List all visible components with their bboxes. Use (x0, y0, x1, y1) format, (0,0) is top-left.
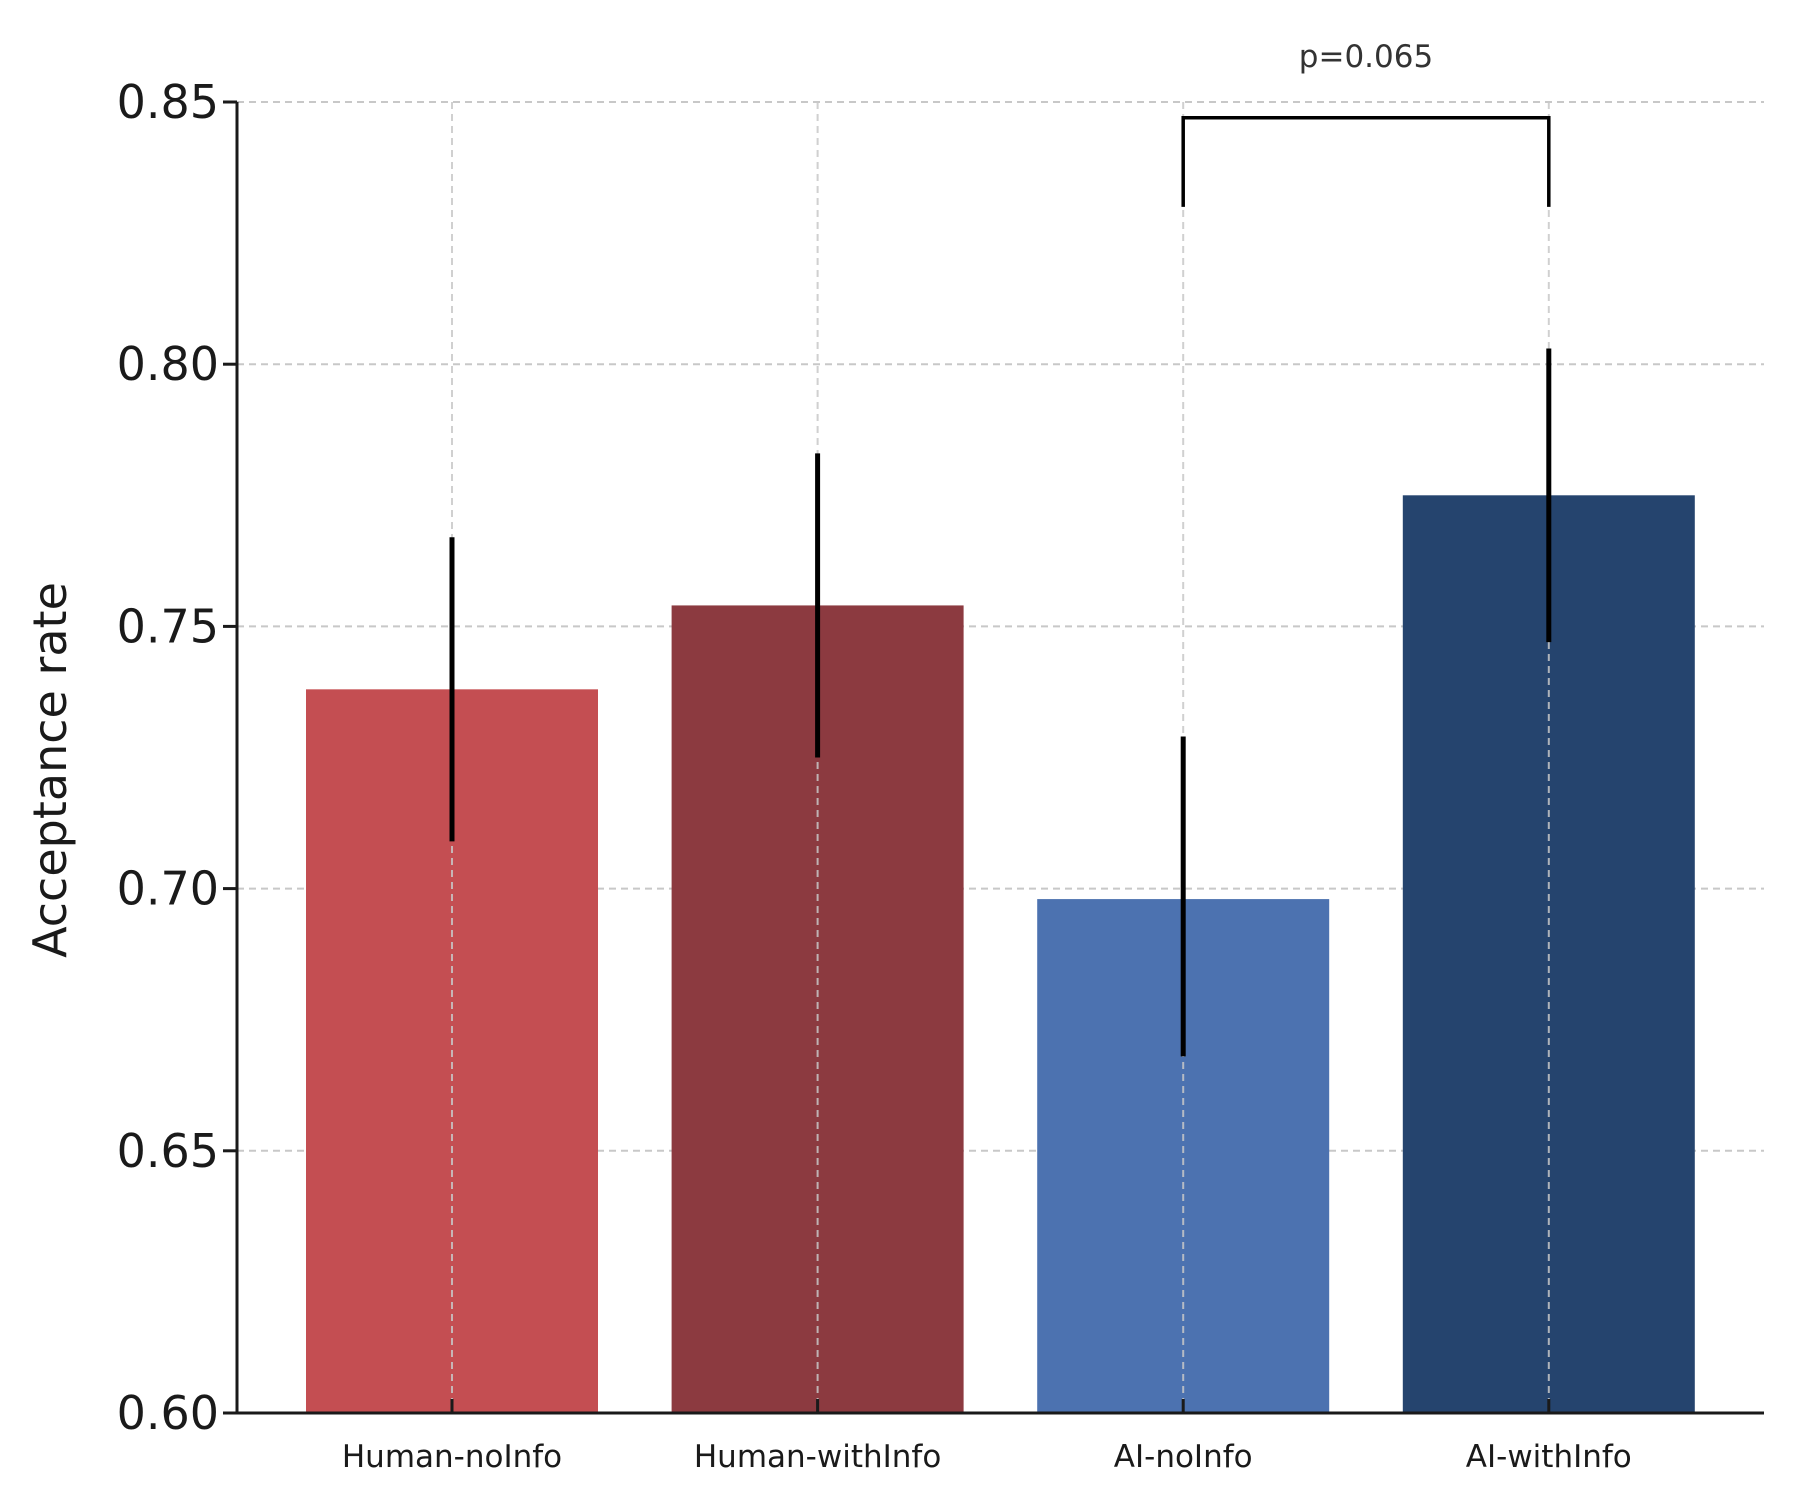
x-tick-label: Human-withInfo (694, 1439, 941, 1475)
significance-bracket (1181, 115, 1551, 207)
p-value-label: p=0.065 (1299, 39, 1433, 75)
x-tick-label: AI-noInfo (1114, 1439, 1253, 1475)
x-tick-label: Human-noInfo (342, 1439, 562, 1475)
y-axis-title: Acceptance rate (23, 582, 77, 958)
y-tick-label: 0.80 (117, 337, 219, 391)
y-tick-label: 0.65 (117, 1124, 219, 1178)
y-tick-label: 0.70 (117, 862, 219, 916)
y-tick-label: 0.60 (117, 1386, 219, 1440)
y-tick-label: 0.85 (117, 75, 219, 129)
errorbar-layer (449, 348, 1552, 1057)
annotation-layer: p=0.065 (1181, 39, 1551, 207)
x-tick-label: AI-withInfo (1466, 1439, 1632, 1475)
vgrid-layer (451, 102, 1550, 1413)
axes-layer (235, 102, 1764, 1415)
ticks-layer: 0.60 0.65 0.70 0.75 0.80 0.85 Human-noInfo Huma… (117, 75, 1632, 1475)
y-tick-label: 0.75 (117, 599, 219, 653)
bars-layer (306, 495, 1695, 1413)
